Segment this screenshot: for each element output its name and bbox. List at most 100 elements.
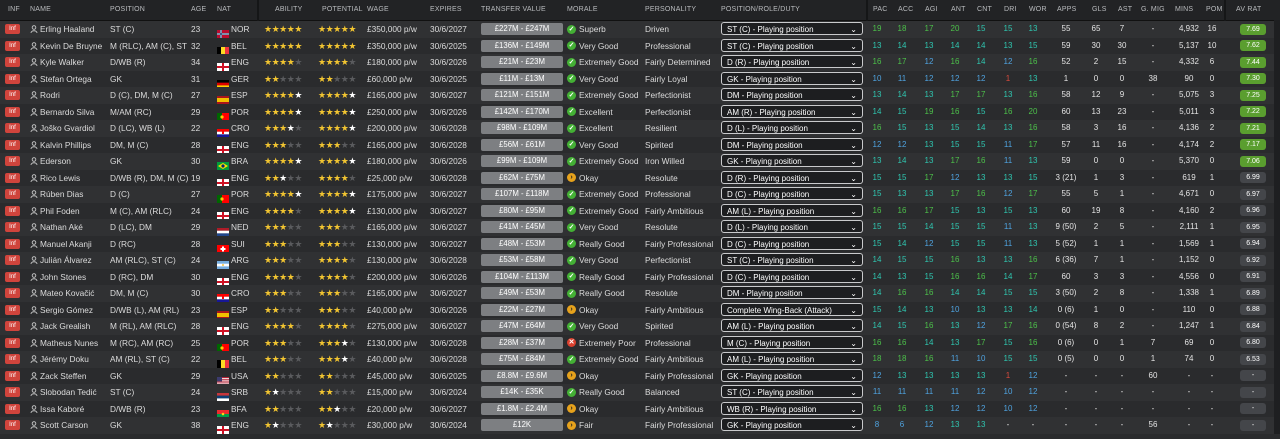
role-dropdown[interactable]: DM - Playing position ⌄ — [721, 286, 863, 299]
col-pac[interactable]: PAC — [873, 6, 888, 13]
player-name[interactable]: Zack Steffen — [40, 370, 87, 381]
col-age[interactable]: AGE — [191, 6, 207, 13]
col-apps[interactable]: APPS — [1057, 6, 1077, 13]
player-name[interactable]: Kalvin Phillips — [40, 139, 92, 150]
table-row[interactable]: Inf Matheus Nunes M (RC), AM (RC) 25 POR ★★★★… — [0, 334, 1280, 352]
role-dropdown[interactable]: D (L) - Playing position ⌄ — [721, 220, 863, 233]
info-badge[interactable]: Inf — [5, 139, 20, 150]
player-name[interactable]: Phil Foden — [40, 205, 80, 216]
table-row[interactable]: Inf Kyle Walker D/WB (R) 34 ENG ★★★★★ ★★★★★ £18… — [0, 54, 1280, 71]
info-badge[interactable]: Inf — [5, 304, 20, 315]
table-row[interactable]: Inf Issa Kaboré D/WB (R) 23 BFA ★★★★★ ★★★★★ £20… — [0, 400, 1280, 418]
player-name[interactable]: Erling Haaland — [40, 24, 95, 34]
player-name[interactable]: Rico Lewis — [40, 172, 81, 183]
col-potential[interactable]: POTENTIAL — [322, 6, 363, 13]
col-personality[interactable]: PERSONALITY — [645, 6, 697, 13]
role-dropdown[interactable]: DM - Playing position ⌄ — [721, 137, 863, 151]
info-badge[interactable]: Inf — [5, 106, 20, 117]
col-role[interactable]: POSITION/ROLE/DUTY — [721, 6, 801, 13]
role-dropdown[interactable]: ST (C) - Playing position ⌄ — [721, 22, 863, 35]
player-name[interactable]: Scott Carson — [40, 420, 88, 430]
role-dropdown[interactable]: GK - Playing position ⌄ — [721, 71, 863, 85]
table-row[interactable]: Inf Rúben Dias D (C) 27 POR ★★★★★ ★★★★★ £175,00… — [0, 186, 1280, 203]
role-dropdown[interactable]: M (C) - Playing position ⌄ — [721, 335, 863, 349]
col-nat[interactable]: NAT — [217, 6, 232, 13]
player-name[interactable]: Jérémy Doku — [40, 354, 89, 364]
player-name[interactable]: Jack Grealish — [40, 321, 91, 331]
table-row[interactable]: Inf Nathan Aké D (LC), DM 29 NED ★★★★★ ★★★★★ £1… — [0, 219, 1280, 236]
col-avrat[interactable]: AV RAT — [1236, 6, 1262, 13]
player-name[interactable]: Ederson — [40, 156, 71, 166]
info-badge[interactable]: Inf — [5, 73, 20, 84]
col-dri[interactable]: DRI — [1004, 6, 1017, 13]
col-gls[interactable]: GLS — [1092, 6, 1107, 13]
role-dropdown[interactable]: AM (L) - Playing position ⌄ — [721, 203, 863, 217]
info-badge[interactable]: Inf — [5, 420, 20, 430]
player-name[interactable]: Matheus Nunes — [40, 337, 99, 348]
player-name[interactable]: Rodri — [40, 90, 60, 100]
player-name[interactable]: Slobodan Tedić — [40, 387, 97, 397]
role-dropdown[interactable]: ST (C) - Playing position ⌄ — [721, 385, 863, 398]
player-name[interactable]: Kyle Walker — [40, 57, 84, 67]
player-name[interactable]: Sergio Gómez — [40, 304, 94, 315]
role-dropdown[interactable]: GK - Playing position ⌄ — [721, 418, 863, 431]
info-badge[interactable]: Inf — [5, 387, 20, 397]
col-agi[interactable]: AGI — [925, 6, 938, 13]
info-badge[interactable]: Inf — [5, 57, 20, 67]
col-inf[interactable]: INF — [8, 6, 20, 13]
info-badge[interactable]: Inf — [5, 370, 20, 381]
col-acc[interactable]: ACC — [898, 6, 914, 13]
col-position[interactable]: POSITION — [110, 6, 146, 13]
info-badge[interactable]: Inf — [5, 354, 20, 364]
info-badge[interactable]: Inf — [5, 321, 20, 331]
role-dropdown[interactable]: DM - Playing position ⌄ — [721, 88, 863, 101]
player-name[interactable]: Kevin De Bruyne — [40, 40, 103, 51]
table-row[interactable]: Inf Erling Haaland ST (C) 23 NOR ★★★★★ ★★★★★ £3… — [0, 21, 1280, 38]
role-dropdown[interactable]: D (R) - Playing position ⌄ — [721, 55, 863, 68]
info-badge[interactable]: Inf — [5, 271, 20, 282]
info-badge[interactable]: Inf — [5, 24, 20, 34]
role-dropdown[interactable]: ST (C) - Playing position ⌄ — [721, 38, 863, 52]
col-name[interactable]: NAME — [30, 6, 52, 13]
player-name[interactable]: Julián Álvarez — [40, 255, 92, 265]
role-dropdown[interactable]: D (C) - Playing position ⌄ — [721, 269, 863, 283]
table-row[interactable]: Inf Phil Foden M (C), AM (RLC) 24 ENG ★★★★★ ★★… — [0, 202, 1280, 220]
col-ast[interactable]: AST — [1118, 6, 1133, 13]
col-ant[interactable]: ANT — [951, 6, 966, 13]
table-row[interactable]: Inf Rico Lewis D/WB (R), DM, M (C) 19 ENG ★★★… — [0, 169, 1280, 187]
role-dropdown[interactable]: D (C) - Playing position ⌄ — [721, 187, 863, 200]
info-badge[interactable]: Inf — [5, 40, 20, 51]
info-badge[interactable]: Inf — [5, 255, 20, 265]
table-row[interactable]: Inf Julián Álvarez AM (RLC), ST (C) 24 ARG ★★… — [0, 252, 1280, 269]
table-row[interactable]: Inf Zack Steffen GK 29 USA ★★★★★ ★★★★★ £45,000 … — [0, 367, 1280, 385]
info-badge[interactable]: Inf — [5, 189, 20, 199]
table-row[interactable]: Inf Kevin De Bruyne M (RLC), AM (C), ST (C… — [0, 37, 1280, 55]
col-ability[interactable]: ABILITY — [275, 6, 303, 13]
table-row[interactable]: Inf Mateo Kovačić DM, M (C) 30 CRO ★★★★★ ★★★★★… — [0, 285, 1280, 302]
col-cnt[interactable]: CNT — [977, 6, 992, 13]
col-expires[interactable]: EXPIRES — [430, 6, 462, 13]
player-name[interactable]: Rúben Dias — [40, 189, 84, 199]
role-dropdown[interactable]: AM (L) - Playing position ⌄ — [721, 319, 863, 332]
player-name[interactable]: Nathan Aké — [40, 222, 83, 232]
info-badge[interactable]: Inf — [5, 222, 20, 232]
role-dropdown[interactable]: D (L) - Playing position ⌄ — [721, 121, 863, 134]
info-badge[interactable]: Inf — [5, 156, 20, 166]
col-gmig[interactable]: G. MIG — [1141, 6, 1165, 13]
info-badge[interactable]: Inf — [5, 288, 20, 298]
role-dropdown[interactable]: Complete Wing-Back (Attack) ⌄ — [721, 302, 863, 316]
role-dropdown[interactable]: WB (R) - Playing position ⌄ — [721, 401, 863, 415]
info-badge[interactable]: Inf — [5, 123, 20, 133]
table-row[interactable]: Inf Scott Carson GK 38 ENG ★★★★★ ★★★★★ £30,000 … — [0, 417, 1280, 434]
table-row[interactable]: Inf Joško Gvardiol D (LC), WB (L) 22 CRO ★★★★… — [0, 120, 1280, 137]
table-row[interactable]: Inf Manuel Akanji D (RC) 28 SUI ★★★★★ ★★★★★ £13… — [0, 235, 1280, 253]
info-badge[interactable]: Inf — [5, 172, 20, 183]
table-row[interactable]: Inf Kalvin Phillips DM, M (C) 28 ENG ★★★★★ ★★★… — [0, 136, 1280, 154]
role-dropdown[interactable]: ST (C) - Playing position ⌄ — [721, 253, 863, 266]
role-dropdown[interactable]: GK - Playing position ⌄ — [721, 368, 863, 382]
player-name[interactable]: Stefan Ortega — [40, 73, 92, 84]
role-dropdown[interactable]: D (R) - Playing position ⌄ — [721, 170, 863, 184]
table-row[interactable]: Inf Jérémy Doku AM (RL), ST (C) 22 BEL ★★★★★ ★… — [0, 351, 1280, 368]
table-row[interactable]: Inf Stefan Ortega GK 31 GER ★★★★★ ★★★★★ £60,000… — [0, 70, 1280, 88]
col-wage[interactable]: WAGE — [367, 6, 389, 13]
